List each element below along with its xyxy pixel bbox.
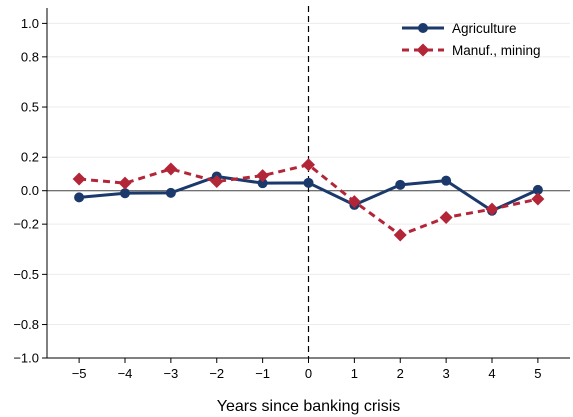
series-1-point-9	[485, 202, 499, 216]
series-0-point-7	[395, 179, 406, 190]
series-1-point-7	[393, 228, 407, 242]
x-tick-label-8: 3	[443, 366, 450, 381]
y-tick-label-6: −0.5	[13, 267, 39, 282]
y-tick-label-5: −0.2	[13, 217, 39, 232]
x-tick-label-1: −4	[118, 366, 133, 381]
series-1-point-10	[531, 192, 545, 206]
legend: Agriculture Manuf., mining	[402, 21, 541, 58]
x-tick-label-10: 5	[534, 366, 541, 381]
x-axis-title: Years since banking crisis	[217, 398, 401, 415]
x-tick-label-4: −1	[255, 366, 270, 381]
series-1-point-0	[72, 172, 86, 186]
series-1-point-6	[347, 195, 361, 209]
x-tick-label-5: 0	[305, 366, 312, 381]
y-tick-label-3: 0.2	[21, 150, 39, 165]
x-tick-label-7: 2	[397, 366, 404, 381]
series-0-point-8	[441, 175, 452, 186]
series-line-1	[78, 163, 539, 237]
gridlines	[47, 6, 570, 359]
series-0-point-2	[165, 187, 176, 198]
legend-marker-1	[416, 43, 430, 57]
x-tick-label-0: −5	[72, 366, 87, 381]
y-tick-label-2: 0.5	[21, 100, 39, 115]
legend-label-0: Agriculture	[452, 21, 517, 36]
y-tick-label-8: −1.0	[13, 351, 39, 366]
legend-marker-0	[418, 23, 428, 33]
series-0-point-10	[532, 184, 543, 195]
x-tick-label-9: 4	[488, 366, 495, 381]
series-0-point-5	[303, 177, 314, 188]
y-tick-label-4: 0.0	[21, 183, 39, 198]
y-tick-label-7: −0.8	[13, 317, 39, 332]
series-1-point-8	[439, 210, 453, 224]
series-1-point-1	[118, 176, 132, 190]
series-1-point-5	[302, 158, 315, 172]
series-group	[72, 158, 545, 242]
y-tick-label-0: 1.0	[21, 16, 39, 31]
x-tick-label-6: 1	[351, 366, 358, 381]
axes: 1.0 0.8 0.5 0.2 0.0 −0.2 −0.5 −0.8 −1.0 −5 −4 −3 −2 −…	[13, 8, 570, 381]
legend-label-1: Manuf., mining	[452, 43, 541, 58]
series-0-point-4	[257, 178, 268, 189]
x-tick-label-2: −3	[163, 366, 178, 381]
series-1-point-3	[210, 174, 224, 188]
series-0-point-1	[119, 188, 130, 199]
y-tick-label-1: 0.8	[21, 49, 39, 64]
series-1-point-2	[164, 162, 178, 176]
series-0-point-0	[74, 192, 85, 203]
series-1-point-4	[256, 169, 270, 183]
x-tick-label-3: −2	[209, 366, 224, 381]
